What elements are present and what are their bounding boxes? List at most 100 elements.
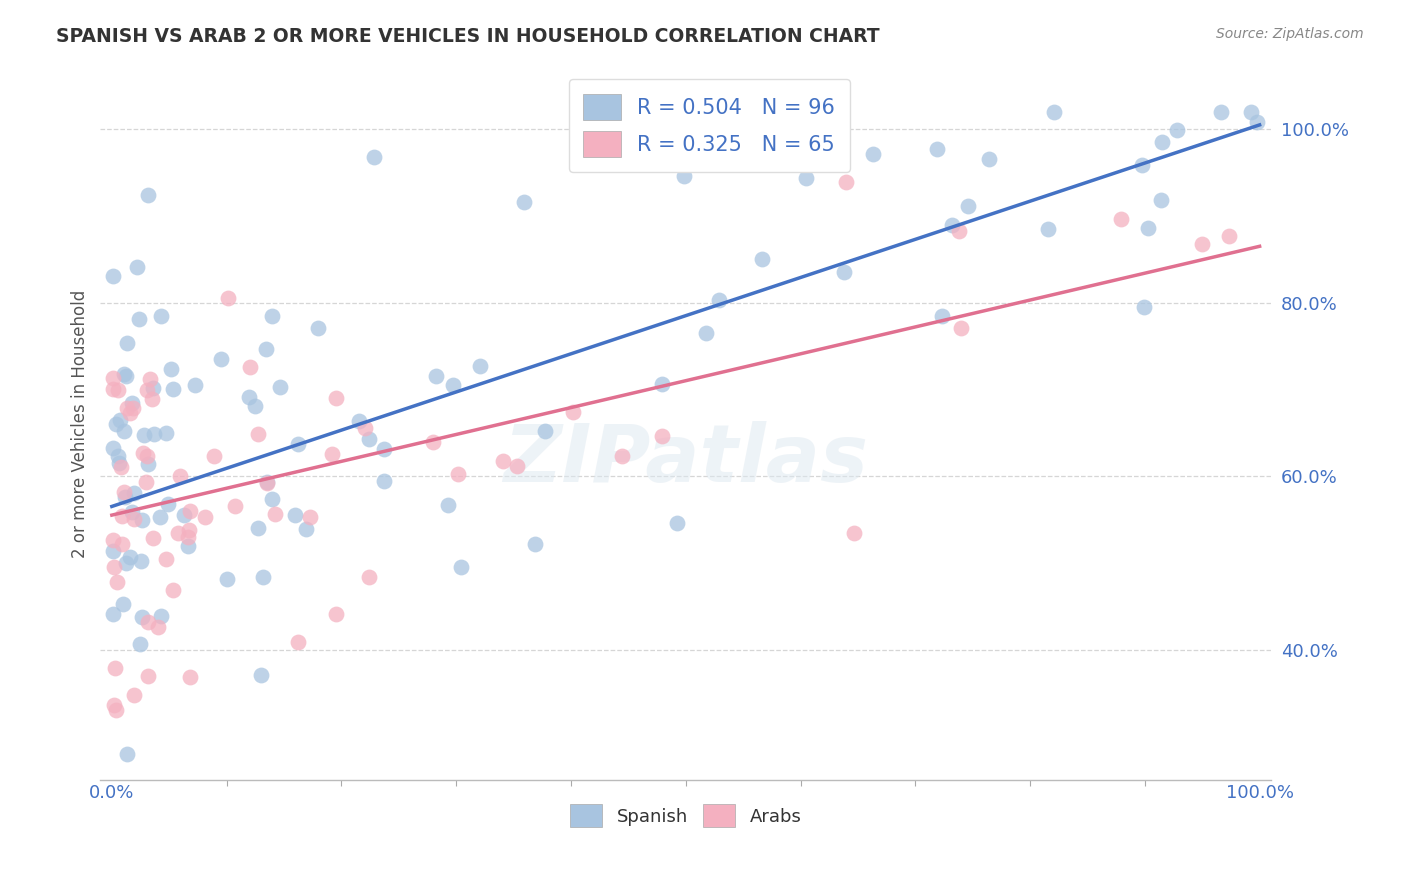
Point — [202, 450, 225, 464]
Point — [138, 188, 160, 202]
Point — [114, 490, 136, 504]
Point — [156, 497, 179, 511]
Legend: Spanish, Arabs: Spanish, Arabs — [562, 797, 808, 835]
Point — [450, 560, 472, 574]
Point — [295, 522, 318, 536]
Point — [103, 607, 125, 622]
Point — [1133, 300, 1156, 314]
Point — [115, 747, 138, 761]
Point — [325, 607, 347, 621]
Point — [162, 583, 184, 598]
Point — [263, 507, 285, 521]
Point — [209, 351, 232, 366]
Point — [834, 265, 856, 279]
Point — [925, 142, 948, 156]
Point — [121, 395, 143, 409]
Point — [124, 512, 146, 526]
Point — [1218, 228, 1240, 243]
Point — [132, 446, 155, 460]
Point — [103, 560, 125, 574]
Point — [246, 521, 269, 535]
Point — [111, 536, 134, 550]
Point — [492, 454, 515, 468]
Point — [155, 425, 177, 440]
Point — [1130, 158, 1153, 172]
Point — [118, 406, 141, 420]
Point — [194, 510, 217, 524]
Point — [103, 441, 125, 455]
Point — [105, 417, 128, 432]
Point — [950, 320, 973, 334]
Point — [1111, 212, 1133, 227]
Point — [167, 526, 190, 541]
Point — [1150, 135, 1173, 149]
Point — [131, 610, 153, 624]
Point — [803, 144, 825, 158]
Point — [121, 505, 143, 519]
Point — [142, 531, 165, 545]
Point — [239, 360, 262, 375]
Point — [179, 523, 201, 537]
Point — [110, 460, 132, 475]
Point — [254, 342, 277, 356]
Point — [108, 412, 131, 426]
Point — [107, 456, 129, 470]
Point — [1137, 220, 1160, 235]
Point — [1246, 115, 1268, 129]
Point — [650, 376, 672, 391]
Point — [256, 475, 278, 490]
Point — [948, 224, 970, 238]
Point — [523, 537, 546, 551]
Point — [111, 509, 134, 524]
Point — [468, 359, 491, 373]
Point — [103, 698, 125, 713]
Point — [373, 474, 395, 488]
Point — [101, 269, 124, 284]
Point — [1038, 222, 1060, 236]
Point — [287, 634, 309, 648]
Point — [177, 530, 200, 544]
Point — [115, 368, 138, 383]
Point — [122, 688, 145, 702]
Point — [353, 421, 375, 435]
Point — [1150, 194, 1173, 208]
Point — [1239, 104, 1261, 119]
Point — [104, 661, 127, 675]
Point — [114, 367, 136, 381]
Point — [101, 371, 124, 385]
Point — [224, 499, 246, 513]
Point — [107, 449, 129, 463]
Text: Source: ZipAtlas.com: Source: ZipAtlas.com — [1216, 27, 1364, 41]
Point — [105, 704, 128, 718]
Point — [325, 391, 347, 405]
Point — [835, 175, 858, 189]
Point — [136, 449, 159, 463]
Point — [169, 468, 191, 483]
Point — [751, 252, 773, 266]
Point — [284, 508, 307, 523]
Text: ZIPatlas: ZIPatlas — [503, 421, 869, 499]
Point — [115, 401, 138, 416]
Point — [115, 335, 138, 350]
Point — [941, 218, 963, 232]
Point — [217, 291, 239, 305]
Point — [425, 369, 447, 384]
Point — [373, 442, 395, 456]
Point — [103, 533, 125, 547]
Point — [128, 311, 150, 326]
Point — [363, 150, 385, 164]
Point — [162, 382, 184, 396]
Point — [103, 382, 125, 396]
Point — [931, 310, 953, 324]
Point — [114, 556, 136, 570]
Point — [707, 293, 730, 307]
Point — [149, 310, 172, 324]
Point — [131, 513, 153, 527]
Point — [298, 510, 321, 524]
Point — [215, 572, 238, 586]
Point — [122, 486, 145, 500]
Point — [252, 570, 274, 584]
Point — [112, 424, 135, 438]
Point — [256, 475, 278, 489]
Point — [183, 378, 205, 392]
